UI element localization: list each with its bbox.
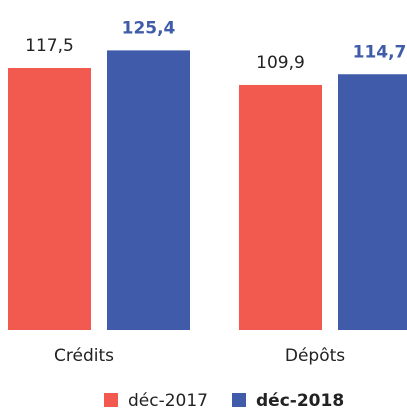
x-tick-label: Dépôts	[285, 346, 345, 366]
value-label: 117,5	[25, 36, 74, 56]
bar	[107, 50, 190, 330]
bar	[338, 74, 407, 330]
bar	[8, 68, 91, 330]
value-label: 109,9	[256, 53, 305, 73]
x-tick-label: Crédits	[54, 346, 114, 366]
value-label: 114,7	[353, 42, 407, 62]
value-label: 125,4	[122, 18, 176, 38]
legend-swatch	[232, 393, 246, 407]
legend-swatch	[104, 393, 118, 407]
bar	[239, 84, 322, 331]
legend-label: déc-2017	[128, 391, 208, 411]
legend-label: déc-2018	[256, 391, 344, 411]
